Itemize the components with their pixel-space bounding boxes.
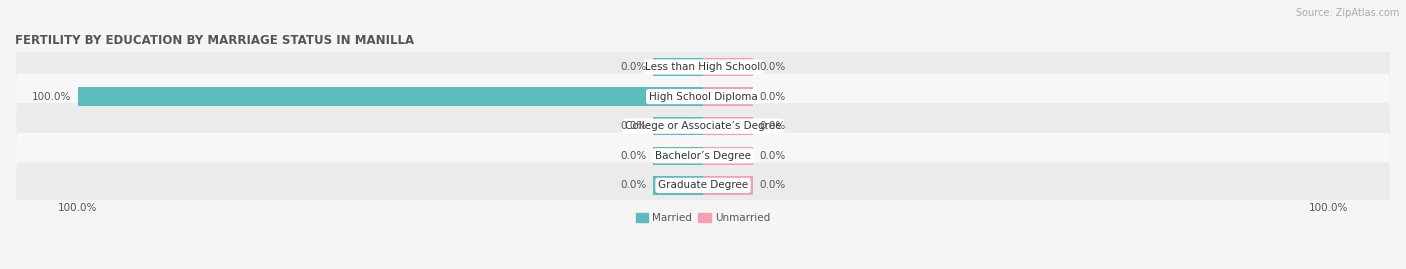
Text: 0.0%: 0.0% (759, 121, 786, 131)
Text: FERTILITY BY EDUCATION BY MARRIAGE STATUS IN MANILLA: FERTILITY BY EDUCATION BY MARRIAGE STATU… (15, 34, 415, 47)
Bar (652, 147, 703, 165)
Text: High School Diploma: High School Diploma (648, 91, 758, 102)
FancyBboxPatch shape (17, 103, 1389, 149)
Text: 0.0%: 0.0% (620, 180, 647, 190)
Bar (652, 176, 703, 194)
Legend: Married, Unmarried: Married, Unmarried (631, 209, 775, 228)
Bar (703, 58, 754, 76)
Text: 0.0%: 0.0% (620, 121, 647, 131)
Text: 100.0%: 100.0% (32, 91, 72, 102)
Text: 0.0%: 0.0% (759, 151, 786, 161)
FancyBboxPatch shape (17, 133, 1389, 179)
Text: Source: ZipAtlas.com: Source: ZipAtlas.com (1295, 8, 1399, 18)
Text: 0.0%: 0.0% (759, 91, 786, 102)
FancyBboxPatch shape (17, 162, 1389, 208)
Text: 0.0%: 0.0% (759, 62, 786, 72)
Bar (77, 87, 703, 106)
Text: Bachelor’s Degree: Bachelor’s Degree (655, 151, 751, 161)
Bar (652, 117, 703, 135)
Bar (703, 147, 754, 165)
Bar (652, 58, 703, 76)
Text: 0.0%: 0.0% (620, 151, 647, 161)
Bar (703, 87, 754, 106)
FancyBboxPatch shape (17, 73, 1389, 120)
Text: Less than High School: Less than High School (645, 62, 761, 72)
Bar (703, 176, 754, 194)
Text: College or Associate’s Degree: College or Associate’s Degree (624, 121, 782, 131)
FancyBboxPatch shape (17, 44, 1389, 90)
Text: 0.0%: 0.0% (759, 180, 786, 190)
Text: 0.0%: 0.0% (620, 62, 647, 72)
Text: Graduate Degree: Graduate Degree (658, 180, 748, 190)
Bar (703, 117, 754, 135)
